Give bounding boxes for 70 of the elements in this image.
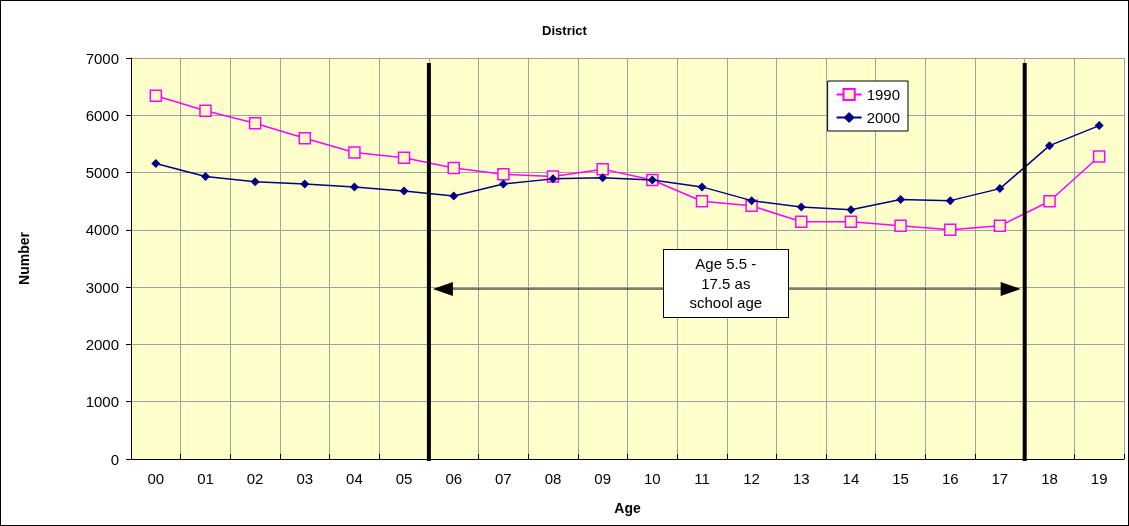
point: [995, 184, 1005, 194]
x-tick-label: 16: [941, 470, 959, 487]
point: [348, 146, 361, 159]
point: [349, 182, 359, 192]
point: [697, 182, 707, 192]
point: [199, 104, 212, 117]
point: [598, 173, 608, 183]
point: [399, 186, 409, 196]
point: [298, 131, 312, 145]
x-tick-label: 14: [842, 470, 860, 487]
point: [945, 196, 955, 206]
x-tick-label: 07: [495, 470, 512, 487]
y-tick-label: 7000: [85, 49, 119, 67]
x-tick-label: 18: [1041, 470, 1058, 487]
point: [200, 172, 210, 182]
x-tick-label: 12: [743, 470, 760, 487]
point: [844, 215, 858, 229]
legend-label: 1990: [866, 86, 901, 103]
x-tick-label: 01: [197, 470, 214, 487]
point: [1043, 194, 1056, 208]
point: [896, 195, 906, 204]
point: [497, 168, 510, 181]
x-tick-label: 02: [246, 470, 264, 487]
y-tick-label: 5000: [85, 164, 119, 182]
note-box: Age 5.5 - 17.5 as school age: [662, 249, 789, 318]
point: [846, 205, 856, 215]
point: [795, 215, 808, 229]
point: [1092, 150, 1106, 163]
point: [250, 177, 260, 187]
point: [151, 158, 161, 168]
y-tick-label: 6000: [85, 106, 119, 124]
point: [1045, 141, 1055, 151]
y-tick-label: 4000: [85, 221, 119, 239]
legend-label: 2000: [866, 109, 901, 126]
x-tick-label: 08: [544, 470, 562, 487]
point: [548, 174, 558, 184]
x-tick-label: 10: [643, 470, 661, 487]
x-tick-label: 13: [792, 470, 810, 487]
point: [449, 191, 459, 201]
x-tick-label: 06: [445, 470, 463, 487]
y-axis-title: Number: [16, 231, 32, 285]
x-tick-label: 09: [594, 470, 612, 487]
x-tick-label: 17: [991, 470, 1009, 487]
x-tick-label: 15: [892, 470, 909, 487]
x-axis-title: Age: [614, 500, 641, 516]
point: [796, 202, 806, 212]
point: [993, 219, 1007, 233]
point: [943, 223, 957, 237]
point: [894, 219, 907, 233]
point: [695, 194, 709, 208]
y-tick-label: 0: [110, 450, 119, 468]
point: [498, 179, 508, 189]
x-tick-label: 11: [694, 470, 710, 487]
point: [300, 179, 310, 189]
point: [397, 151, 411, 164]
chart-title: District: [542, 23, 588, 38]
y-tick-label: 1000: [85, 393, 119, 411]
y-tick-label: 2000: [85, 335, 119, 353]
y-tick-label: 3000: [85, 278, 119, 296]
point: [1094, 121, 1104, 131]
point: [747, 196, 757, 206]
x-tick-label: 03: [296, 470, 314, 487]
x-tick-label: 05: [395, 470, 413, 487]
x-tick-label: 00: [147, 470, 165, 487]
x-tick-label: 19: [1090, 470, 1108, 487]
point: [447, 161, 460, 175]
point: [149, 89, 163, 103]
point: [248, 117, 262, 130]
point: [596, 162, 609, 176]
x-tick-label: 04: [346, 470, 363, 487]
